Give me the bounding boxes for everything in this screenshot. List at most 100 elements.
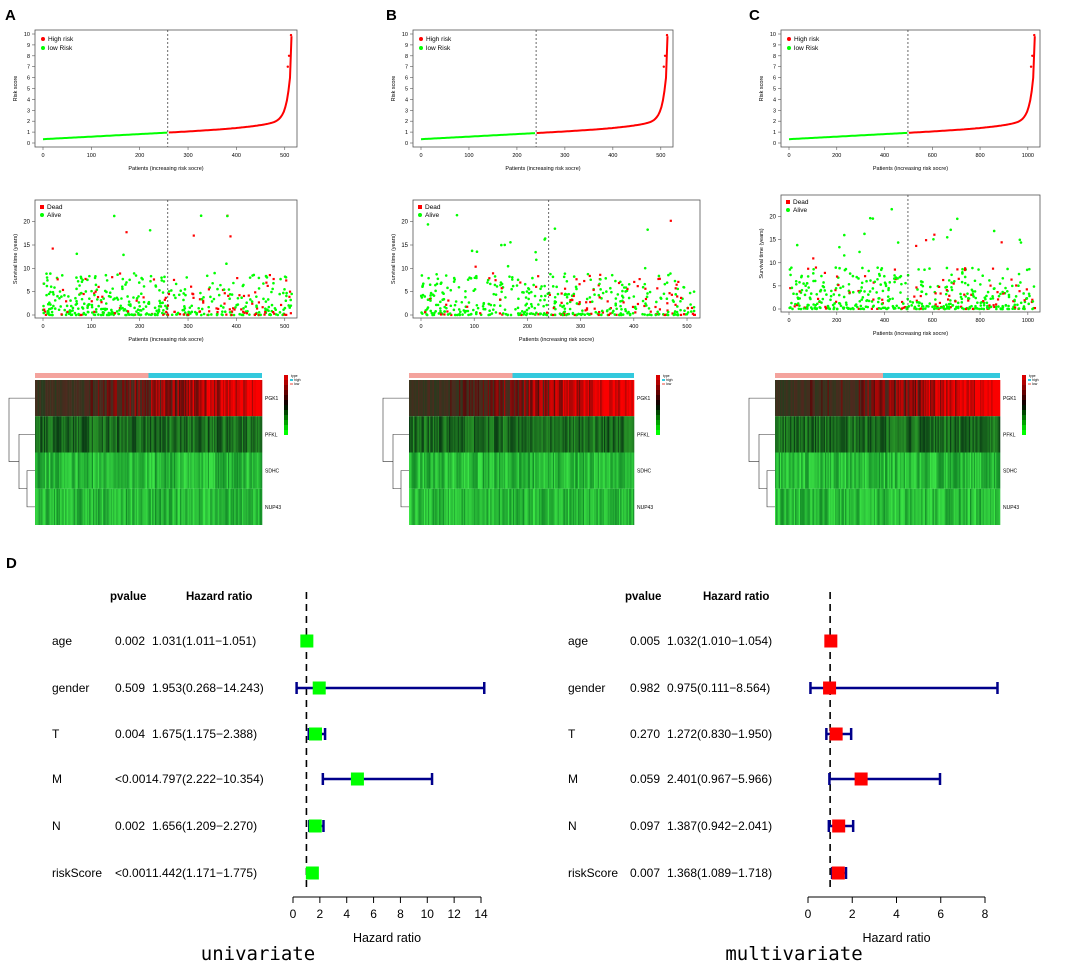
legend-alive-marker <box>786 208 790 212</box>
heatmap-cell <box>802 380 805 417</box>
alive-point <box>597 293 601 297</box>
heatmap-cell <box>592 452 595 489</box>
heatmap-cell <box>596 452 599 489</box>
heatmap-cell <box>124 452 127 489</box>
heatmap-cell <box>890 416 892 453</box>
heatmap-cell <box>837 416 840 453</box>
heatmap-cell <box>574 452 576 489</box>
dead-point <box>264 311 267 314</box>
heatmap-cell <box>842 416 845 453</box>
heatmap-cell <box>48 452 51 489</box>
legend-high-label: High risk <box>48 36 74 43</box>
heatmap-cell <box>942 452 945 489</box>
alive-point <box>449 288 453 292</box>
heatmap-cell <box>80 488 82 525</box>
alive-point <box>924 307 927 310</box>
heatmap-cell <box>506 380 509 417</box>
heatmap-cell <box>222 488 225 525</box>
heatmap-cell <box>798 452 801 489</box>
alive-point <box>138 304 142 308</box>
heatmap-cell <box>589 380 591 417</box>
heatmap-cell <box>43 488 46 525</box>
heatmap-cell <box>935 452 937 489</box>
heatmap-cell <box>861 380 863 417</box>
heatmap-cell <box>75 452 77 489</box>
heatmap-cell <box>201 416 204 453</box>
heatmap-cell <box>557 416 560 453</box>
heatmap-cell <box>212 452 215 489</box>
heatmap-cell <box>434 416 436 453</box>
heatmap-cell <box>872 488 875 525</box>
heatmap-cell <box>856 380 858 417</box>
heatmap-cell <box>527 380 530 417</box>
heatmap-cell <box>860 452 862 489</box>
heatmap-cell <box>66 380 69 417</box>
heatmap-cell <box>500 380 502 417</box>
heatmap-cell <box>926 452 928 489</box>
alive-point <box>799 307 803 311</box>
alive-point <box>790 301 793 305</box>
heatmap-cell <box>449 452 451 489</box>
alive-point <box>67 295 70 298</box>
type-legend-high: high <box>294 378 301 382</box>
alive-point <box>588 296 592 299</box>
heatmap-cell <box>827 416 830 453</box>
heatmap-cell <box>891 488 893 525</box>
heatmap-cell <box>631 380 634 417</box>
heatmap-cell <box>554 452 556 489</box>
alive-point <box>111 287 114 290</box>
heatmap-cell <box>806 416 808 453</box>
heatmap-cell <box>778 380 781 417</box>
alive-point <box>802 282 805 285</box>
heatmap-cell <box>956 416 958 453</box>
heatmap-cell <box>786 452 788 489</box>
heatmap-cell <box>551 452 554 489</box>
heatmap-cell <box>609 452 611 489</box>
heatmap-cell <box>144 488 147 525</box>
alive-point <box>838 245 841 249</box>
x-tick-label: 500 <box>280 153 289 159</box>
alive-point <box>692 305 696 309</box>
heatmap-cell <box>48 380 51 417</box>
heatmap-cell <box>425 416 427 453</box>
heatmap-cell <box>53 488 56 525</box>
dead-point <box>560 292 563 295</box>
heatmap-cell <box>430 452 432 489</box>
heatmap-cell <box>132 416 134 453</box>
heatmap-cell <box>207 380 210 417</box>
heatmap-cell <box>439 416 441 453</box>
alive-point <box>245 301 248 305</box>
alive-point <box>656 310 659 314</box>
alive-point <box>985 301 989 305</box>
alive-point <box>82 302 86 305</box>
alive-point <box>574 285 578 289</box>
heatmap-cell <box>911 452 913 489</box>
heatmap-cell <box>871 452 873 489</box>
alive-point <box>982 303 986 307</box>
heatmap-cell <box>152 380 154 417</box>
heatmap-cell <box>615 488 617 525</box>
y-tick-label: 5 <box>773 284 777 290</box>
heatmap-cell <box>230 416 233 453</box>
heatmap-cell <box>426 416 429 453</box>
type-legend-high-swatch <box>662 379 665 381</box>
heatmap-cell <box>951 416 953 453</box>
heatmap-cell <box>87 488 90 525</box>
heatmap-cell <box>57 488 60 525</box>
heatmap-cell <box>132 452 134 489</box>
heatmap-cell <box>465 452 467 489</box>
heatmap-cell <box>872 452 875 489</box>
alive-point <box>103 307 107 311</box>
heatmap-cell <box>987 488 990 525</box>
heatmap-cell <box>777 416 780 453</box>
heatmap-cell <box>903 380 906 417</box>
color-scale-cell <box>1022 375 1026 380</box>
alive-point <box>132 296 135 299</box>
heatmap-cell <box>848 452 851 489</box>
alive-point <box>880 266 884 270</box>
legend-dead-label: Dead <box>793 199 809 206</box>
heatmap-cell <box>105 452 108 489</box>
